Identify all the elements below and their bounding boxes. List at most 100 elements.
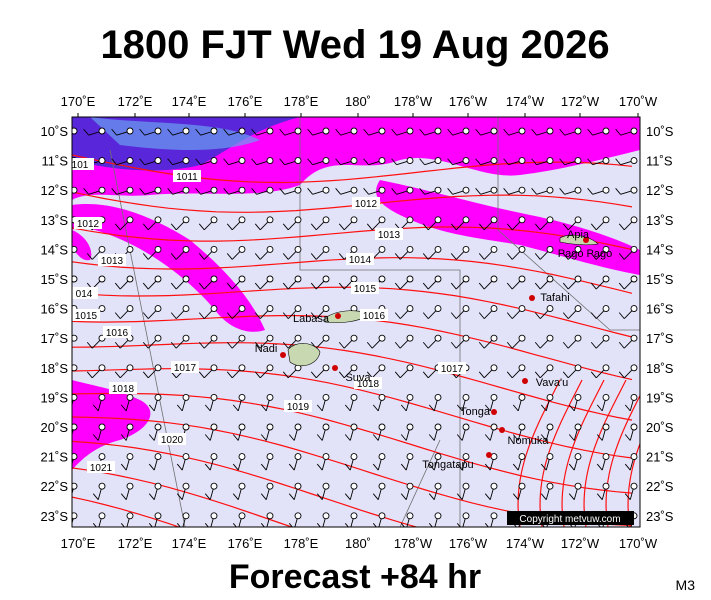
barb-station (518, 275, 526, 283)
barb-station (98, 423, 106, 431)
barb-station (546, 305, 554, 313)
barb-flag (92, 493, 99, 500)
barb-flag (338, 282, 345, 290)
barb-flag (587, 188, 593, 195)
isobar (72, 342, 633, 421)
barb-station (98, 305, 106, 313)
barb-station (72, 512, 78, 520)
barb-station (266, 275, 274, 283)
barb-flag (338, 223, 345, 231)
barb-flag (512, 493, 519, 500)
barb-flag (335, 128, 341, 136)
lon-label: 176˚W (449, 536, 488, 551)
isobar (72, 467, 294, 527)
barb-station (72, 393, 78, 401)
barb-station (462, 305, 470, 313)
isobar-label: 1016 (363, 311, 386, 322)
barb-station (546, 157, 554, 165)
barb-flag (86, 253, 93, 260)
barb-flag (475, 128, 481, 136)
barb-station (406, 364, 414, 372)
isobar-label-box (158, 433, 186, 445)
barb-station (238, 453, 246, 461)
barb-station (98, 453, 106, 461)
barb-flag (260, 434, 267, 441)
barb-station (462, 482, 470, 490)
barb-flag (478, 312, 485, 319)
barb-flag (114, 282, 121, 290)
barb-station (602, 423, 610, 431)
barb-station (210, 305, 218, 313)
barb-flag (198, 312, 205, 319)
barb-station (546, 334, 554, 342)
lat-label: 10˚S (646, 124, 674, 139)
barb-flag (282, 341, 289, 349)
barb-station (266, 127, 274, 135)
barb-flag (422, 341, 429, 349)
barb-station (602, 364, 610, 372)
barb-station (602, 127, 610, 135)
place-label: Labasa (293, 313, 330, 325)
barb-station (350, 216, 358, 224)
barb-flag (587, 128, 593, 136)
barb-flag (562, 282, 569, 290)
barb-station (462, 127, 470, 135)
barb-flag (456, 493, 463, 500)
barb-station (350, 275, 358, 283)
barb-flag (372, 434, 379, 441)
barb-station (434, 482, 442, 490)
barb-flag (142, 282, 149, 290)
barb-flag (139, 128, 145, 136)
place-labels: Apia Pago Pago Tafahi Labasa Nadi Suva Vava'u T… (255, 229, 613, 471)
isobar-label: 1018 (357, 379, 380, 390)
barb-station (434, 127, 442, 135)
barb-station (574, 245, 582, 253)
barb-flag (484, 404, 491, 412)
barb-station (490, 245, 498, 253)
barb-flag (316, 523, 321, 527)
barb-station (154, 482, 162, 490)
barb-flag (506, 371, 513, 379)
barb-flag (307, 188, 313, 195)
barb-station (406, 482, 414, 490)
barb-station (546, 423, 554, 431)
map: 101 1011 1012 1012 1013 1013 1014 014 1015 1015 10… (72, 117, 640, 527)
barb-station (602, 482, 610, 490)
barb-station (602, 334, 610, 342)
barb-station (490, 393, 498, 401)
barb-flag (394, 282, 401, 290)
barb-station (182, 245, 190, 253)
barb-flag (512, 404, 519, 412)
isobar (583, 379, 627, 527)
barb-station (154, 305, 162, 313)
barb-flag (394, 341, 401, 349)
barb-flag (254, 371, 261, 379)
barb-station (518, 334, 526, 342)
barb-station (434, 216, 442, 224)
barb-flag (503, 188, 509, 195)
barb-station (322, 127, 330, 135)
barb-station (294, 186, 302, 194)
barb-flag (195, 158, 201, 166)
barb-station (574, 393, 582, 401)
barb-flag (316, 493, 323, 500)
barb-flag (282, 282, 289, 290)
place-label: Vava'u (536, 377, 568, 389)
barb-flag (422, 282, 429, 290)
title: 1800 FJT Wed 19 Aug 2026 (100, 23, 609, 67)
barb-flag (590, 371, 597, 379)
barb-flag (226, 282, 233, 290)
barb-station (574, 127, 582, 135)
barb-flag (338, 341, 345, 349)
isobar-label: 1016 (106, 328, 129, 339)
barb-station (350, 186, 358, 194)
barb-station (72, 453, 78, 461)
lon-label: 178˚E (284, 536, 319, 551)
barb-station (322, 157, 330, 165)
barb-flag (142, 371, 149, 379)
barb-station (546, 216, 554, 224)
barb-flag (422, 223, 429, 231)
barb-station (238, 393, 246, 401)
barb-station (266, 482, 274, 490)
